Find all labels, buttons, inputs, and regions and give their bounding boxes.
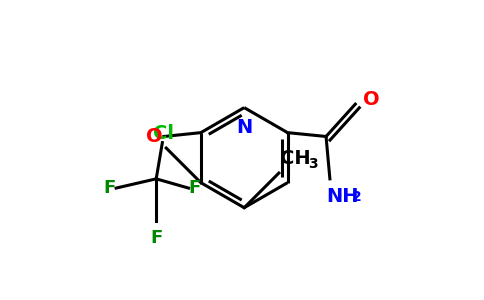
Text: 3: 3 [308, 157, 318, 171]
Text: F: F [189, 179, 201, 197]
Text: N: N [236, 118, 252, 137]
Text: Cl: Cl [152, 124, 174, 143]
Text: O: O [146, 127, 163, 146]
Text: F: F [150, 229, 162, 247]
Text: NH: NH [326, 187, 359, 206]
Text: F: F [104, 179, 116, 197]
Text: CH: CH [280, 149, 311, 168]
Text: O: O [363, 90, 379, 109]
Text: 2: 2 [352, 190, 362, 204]
